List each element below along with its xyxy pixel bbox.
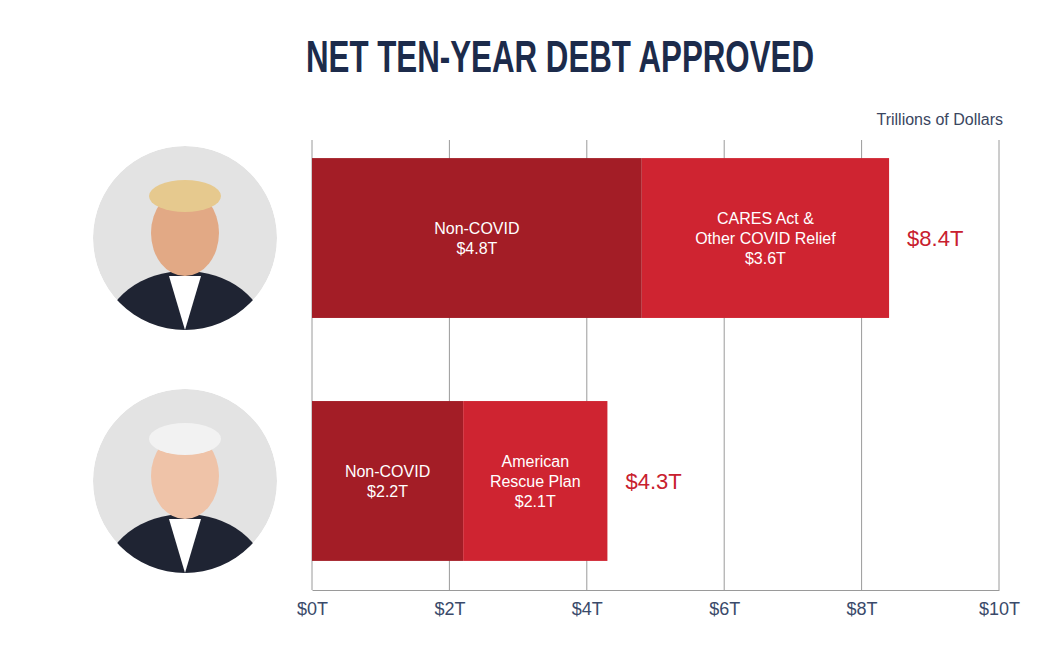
segment-value: $2.2T	[367, 483, 408, 500]
bar-segment	[312, 401, 463, 561]
portrait	[93, 146, 277, 395]
tick: $10T	[979, 590, 1020, 619]
x-axis: $0T $2T $4T $6T $8T $10T	[297, 590, 1020, 619]
portrait-shirt	[169, 519, 201, 573]
segment-name: Rescue Plan	[490, 473, 581, 490]
data-label: CARES Act & Other COVID Relief $3.6T	[695, 210, 836, 267]
segment-name: CARES Act &	[717, 210, 814, 227]
tick: $8T	[847, 590, 878, 619]
axis-line	[313, 590, 1000, 591]
data-label: Non-COVID $2.2T	[345, 463, 430, 500]
data-label: American Rescue Plan $2.1T	[490, 453, 581, 510]
segment-name: American	[501, 453, 569, 470]
totals: $8.4T $4.3T	[625, 226, 963, 494]
segment-value: $3.6T	[745, 250, 786, 267]
portrait-hair	[149, 180, 221, 212]
tick-label: $4T	[572, 599, 603, 619]
segment-value: $2.1T	[515, 493, 556, 510]
tick-label: $0T	[297, 599, 328, 619]
segment-name: Other COVID Relief	[695, 230, 836, 247]
title: NET TEN-YEAR DEBT APPROVED	[306, 32, 814, 81]
tick: $2T	[434, 590, 465, 619]
segment-value: $4.8T	[456, 240, 497, 257]
grid	[312, 140, 999, 590]
bar-segment	[463, 401, 607, 561]
segment-name: Non-COVID	[345, 463, 430, 480]
portrait	[93, 389, 277, 638]
axis-title: Trillions of Dollars	[876, 111, 1003, 128]
segment-name: Non-COVID	[434, 220, 519, 237]
tick: $4T	[572, 590, 603, 619]
tick-label: $2T	[434, 599, 465, 619]
tick-label: $6T	[709, 599, 740, 619]
portraits	[93, 146, 277, 638]
tick-label: $10T	[979, 599, 1020, 619]
tick: $6T	[709, 590, 740, 619]
portrait-hair	[149, 423, 221, 455]
tick-label: $8T	[847, 599, 878, 619]
portrait-suit	[105, 514, 265, 638]
total-label: $8.4T	[907, 226, 963, 251]
portrait-suit	[105, 271, 265, 395]
data-label: Non-COVID $4.8T	[434, 220, 519, 257]
bar-segment	[312, 158, 642, 318]
chart: NET TEN-YEAR DEBT APPROVED Trillions of D…	[0, 0, 1051, 647]
data-labels: Non-COVID $4.8T CARES Act & Other COVID Rel…	[345, 210, 836, 510]
total-label: $4.3T	[625, 469, 681, 494]
tick: $0T	[297, 590, 328, 619]
portrait-shirt	[169, 276, 201, 330]
bar-segment	[642, 158, 889, 318]
bars	[312, 158, 889, 561]
grid-line	[999, 140, 1000, 590]
